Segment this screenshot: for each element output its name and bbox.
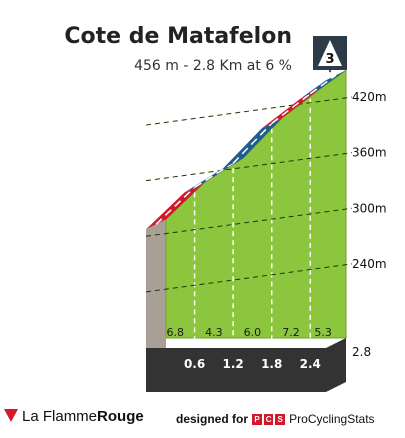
elevation-tick-label: 240m [352, 257, 387, 271]
pcs-logo-letter: P [252, 414, 262, 425]
elevation-tick-label: 420m [352, 90, 387, 104]
elevation-tick-label: 300m [352, 201, 387, 215]
elevation-gridline [145, 96, 353, 126]
distance-tick-label: 1.8 [261, 357, 282, 371]
road-centerline [194, 162, 234, 188]
segment-gradient-label: 6.8 [167, 326, 185, 339]
mountain-icon [318, 40, 342, 66]
brand-text-bold: Rouge [97, 408, 144, 425]
distance-tick-label: 0.6 [184, 357, 205, 371]
road-centerline [232, 122, 273, 164]
elevation-gridline [145, 152, 353, 182]
elevation-profile: 240m 300m 360m 420m 6.8 4.3 6.0 7.2 5.3 0.6 1.2 1.8… [145, 36, 387, 392]
distance-tick-label: 2.4 [300, 357, 321, 371]
elevation-tick-label: 360m [352, 146, 387, 160]
road-centerline [309, 74, 337, 95]
category-number: 3 [325, 52, 334, 67]
road-centerline [155, 186, 196, 225]
chart-title: Cote de Matafelon [64, 24, 292, 49]
la-flamme-rouge-logo: La FlammeRouge [4, 408, 144, 425]
pcs-name: ProCyclingStats [289, 412, 375, 426]
elevation-gridline [145, 207, 353, 237]
segment-gradient-label: 7.2 [282, 326, 300, 339]
profile-side-wall [146, 219, 166, 390]
flame-triangle-icon [4, 409, 18, 422]
chart-subtitle: 456 m - 2.8 Km at 6 % [134, 58, 292, 74]
distance-base-band [146, 338, 346, 392]
segment-gradient-label: 4.3 [205, 326, 223, 339]
segment-gradient-label: 5.3 [314, 326, 332, 339]
credit-label: designed for [176, 412, 249, 426]
pcs-logo-letter: C [263, 414, 274, 425]
road-segment [261, 88, 321, 129]
pcs-logo-letter: S [275, 414, 285, 425]
distance-tick-label: 1.2 [223, 357, 244, 371]
elevation-gridline [145, 263, 353, 293]
brand-text: La Flamme [22, 408, 98, 425]
total-distance-label: 2.8 [352, 345, 371, 359]
segment-gradient-label: 6.0 [244, 326, 262, 339]
road-centerline [271, 93, 311, 124]
